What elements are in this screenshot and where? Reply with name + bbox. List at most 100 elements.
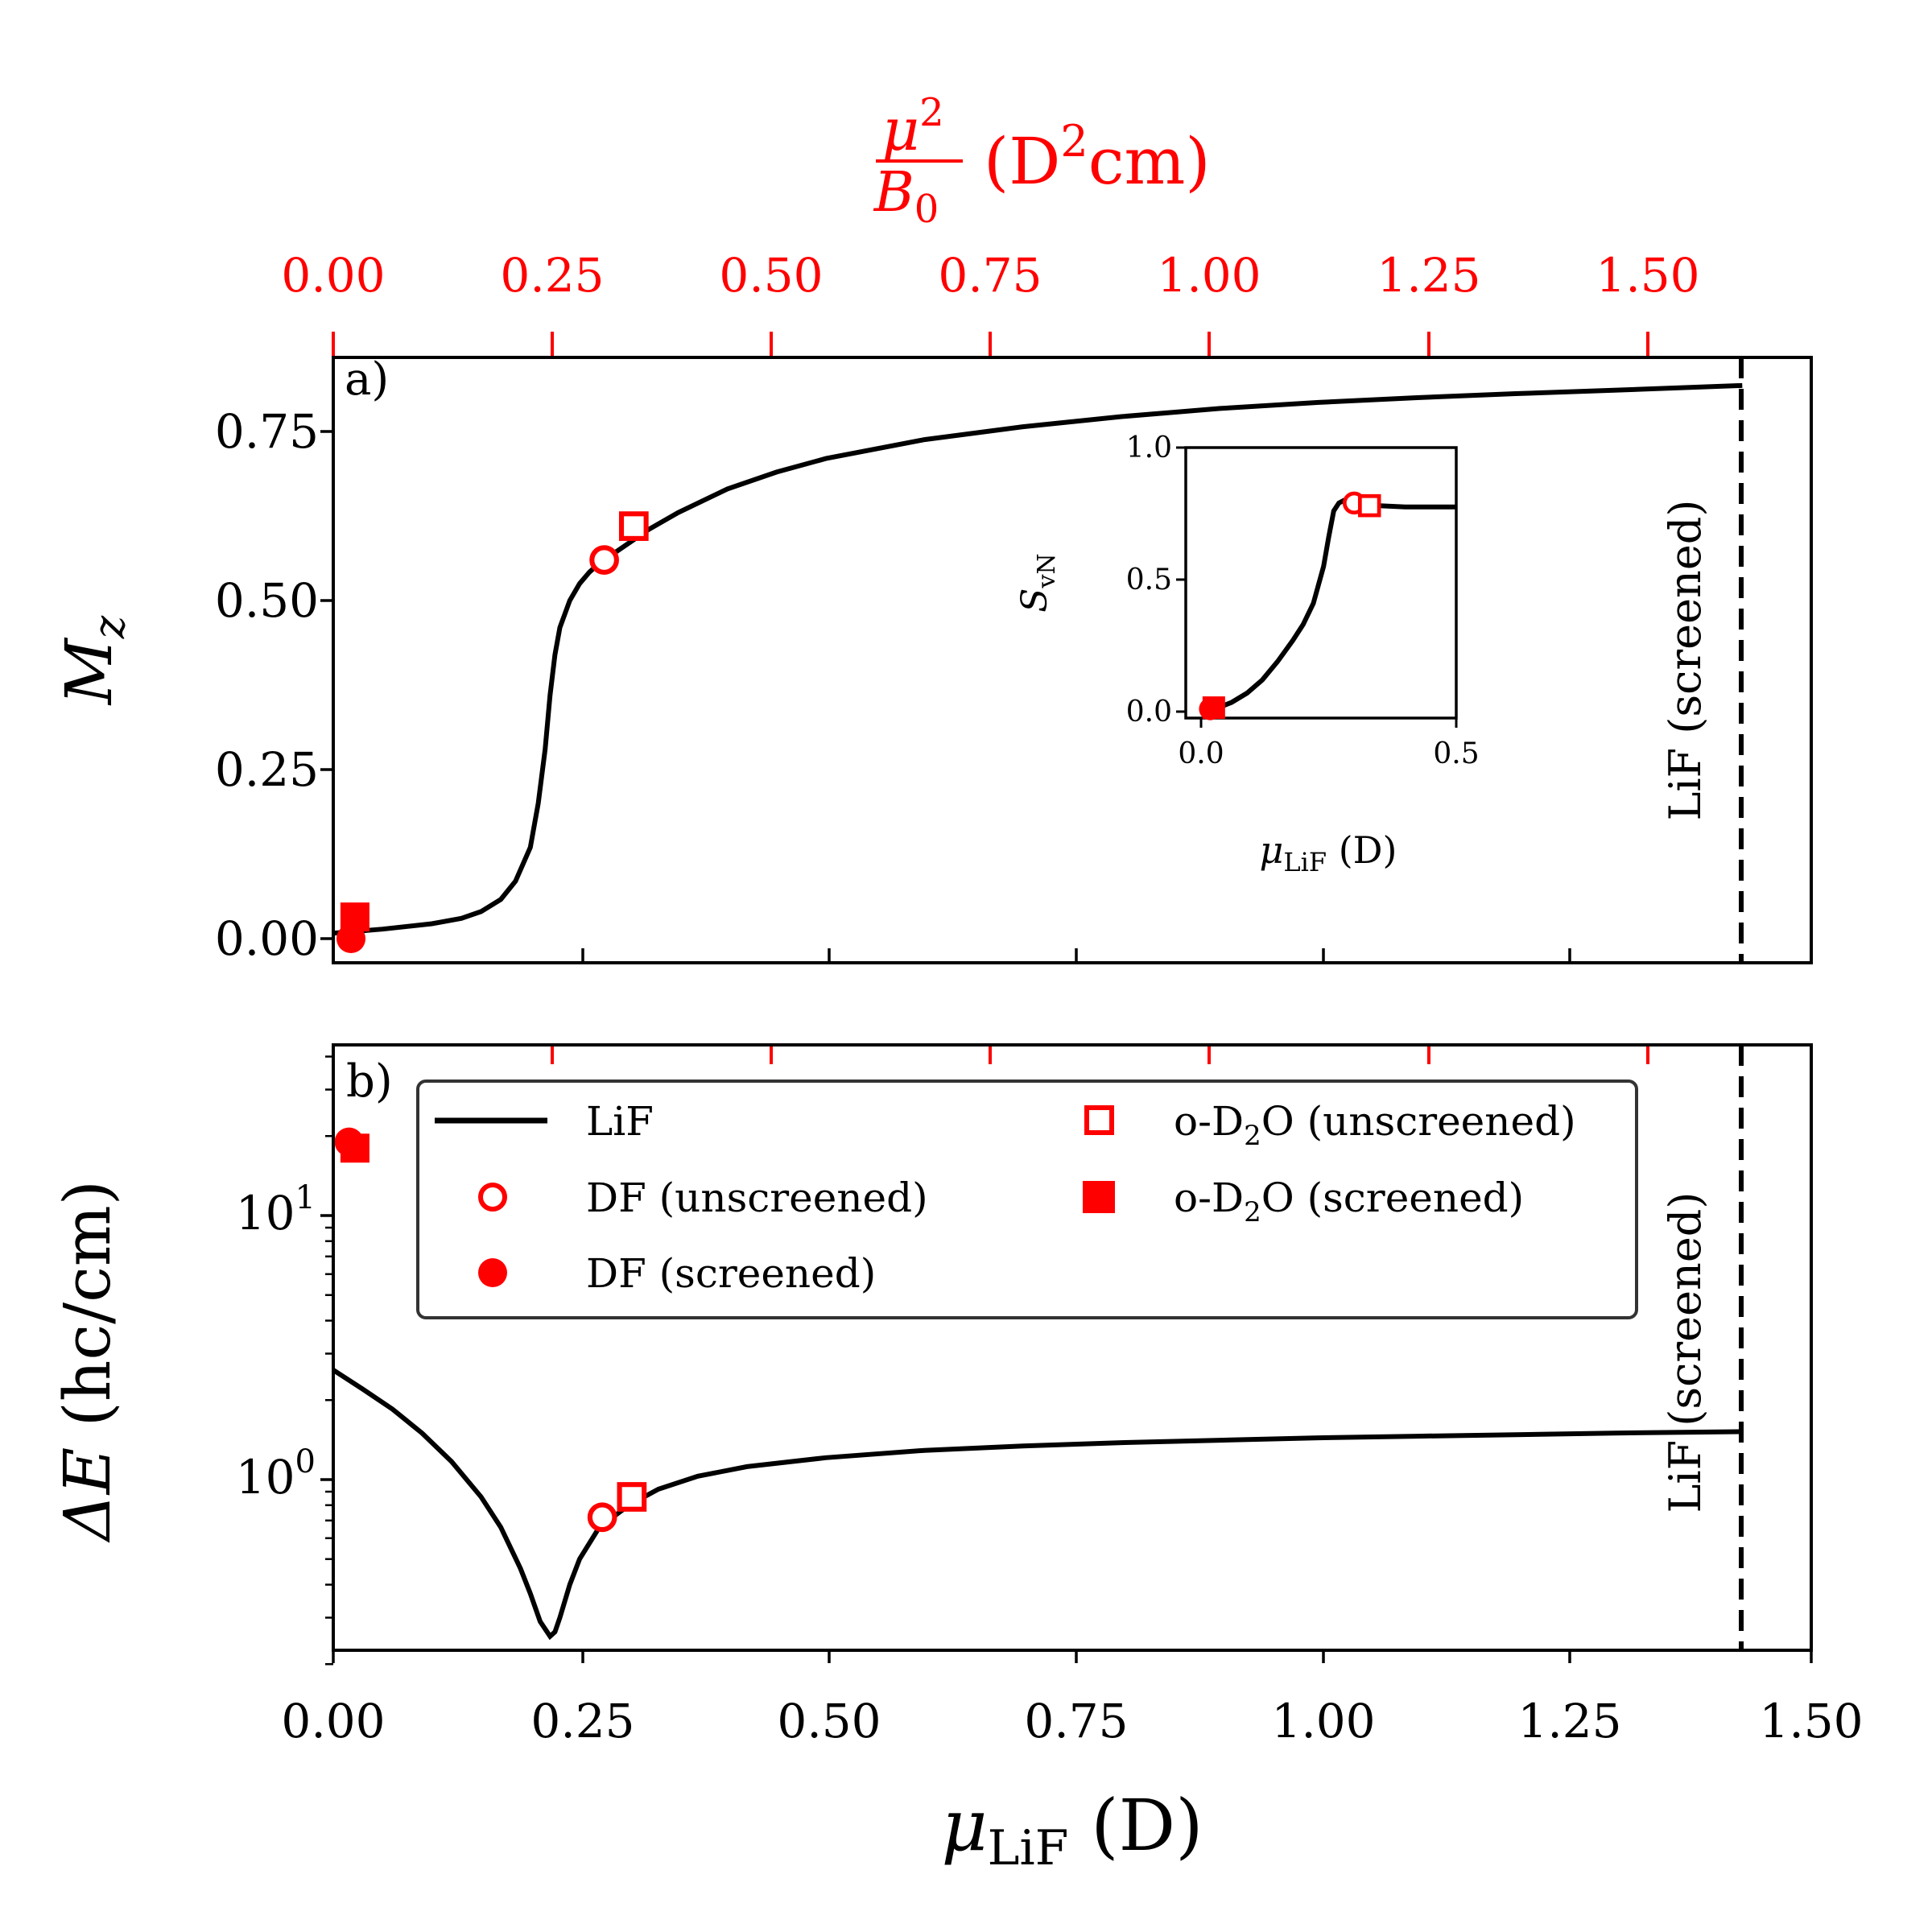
panel-a-frame [332, 356, 1813, 964]
inset-ylabel-sub: vN [1033, 553, 1061, 588]
marker-df-unscreened [587, 1502, 617, 1533]
panel-b-ytick-exp: 0 [295, 1443, 316, 1480]
x-axis-label: μLiF (D) [941, 1784, 1203, 1876]
panel-b: ΔE (hc/cm) 100 101 LiF (screened) b) LiF… [50, 1043, 1813, 1666]
legend-od2o-unscreened-sub: 2 [1244, 1120, 1261, 1152]
svg-text:μ2: μ2 [881, 90, 943, 163]
panel-b-ytick-marks [320, 1055, 333, 1666]
top-tick-label: 0.50 [719, 248, 823, 303]
panel-b-ytick-label: 100 [236, 1443, 316, 1505]
legend-df-screened-label: DF (screened) [586, 1250, 876, 1297]
legend-df-unscreened-label: DF (unscreened) [586, 1174, 928, 1221]
inset-xtick-label: 0.0 [1178, 737, 1224, 770]
inset-ylabel-main: S [1014, 588, 1055, 613]
legend: LiF DF (unscreened) DF (screened) o-D2O … [416, 1080, 1638, 1319]
panel-b-vline-label: LiF (screened) [1660, 1192, 1711, 1513]
legend-od2o-screened-b: O (screened) [1261, 1174, 1524, 1221]
panel-b-ylabel: ΔE (hc/cm) [50, 1180, 125, 1543]
x-axis-label-units: (D) [1068, 1784, 1203, 1867]
panel-a-letter: a) [345, 353, 389, 406]
top-label-units-close: cm) [1088, 124, 1211, 199]
panel-b-lif-curve [332, 1368, 1743, 1641]
panel-b-ytick-exp: 1 [295, 1179, 316, 1216]
top-label-den: B [873, 161, 914, 225]
marker-o-d2o-unscreened [1357, 493, 1381, 518]
panel-b-markers [334, 1127, 647, 1533]
marker-o-d2o-screened [340, 902, 369, 932]
bottom-axis: 0.00 0.25 0.50 0.75 1.00 1.25 1.50 μLiF … [281, 1650, 1864, 1876]
top-tick-label: 1.00 [1157, 248, 1261, 303]
panel-a-ylabel-main: M [52, 637, 126, 706]
svg-text:B0: B0 [873, 161, 939, 232]
x-axis-label-main: μ [941, 1784, 987, 1867]
top-label-units-sup: 2 [1060, 116, 1088, 167]
x-axis-label-sub: LiF [988, 1820, 1069, 1876]
bottom-xtick-label: 1.25 [1517, 1694, 1621, 1748]
inset-xtick-label: 0.5 [1433, 737, 1479, 770]
panel-b-ytick-label: 101 [236, 1179, 316, 1241]
panel-b-ytick-base: 10 [236, 1186, 295, 1241]
top-label-num: μ [881, 96, 919, 163]
bottom-xtick-label: 1.00 [1271, 1694, 1375, 1748]
inset: 0.0 0.5 1.0 0.0 0.5 SvN μLiF (D) [1014, 431, 1480, 877]
panel-a: 0.00 0.25 0.50 0.75 Mz a) LiF (screened) [52, 353, 1813, 966]
inset-xlabel-main: μ [1260, 828, 1284, 872]
panel-a-ytick-label: 0.00 [215, 911, 319, 966]
top-axis-ticks: 0.00 0.25 0.50 0.75 1.00 1.25 1.50 [281, 248, 1700, 1064]
bottom-xtick-label: 0.75 [1024, 1694, 1128, 1748]
top-tick-label: 0.75 [938, 248, 1042, 303]
inset-xlabel: μLiF (D) [1260, 828, 1397, 877]
legend-od2o-unscreened-label: o-D2O (unscreened) [1174, 1098, 1576, 1152]
legend-od2o-screened-marker [1083, 1181, 1115, 1213]
legend-od2o-unscreened-a: o-D [1174, 1098, 1244, 1145]
panel-a-markers [336, 511, 649, 953]
top-tick-label: 1.25 [1377, 248, 1480, 303]
inset-ylabel: SvN [1014, 553, 1061, 612]
inset-ytick-label: 0.0 [1126, 696, 1172, 729]
top-label-num-sup: 2 [919, 90, 944, 135]
top-tick-label: 0.25 [500, 248, 604, 303]
top-axis-label: μ2 B0 (D2cm) [873, 90, 1211, 232]
panel-b-letter: b) [346, 1055, 393, 1108]
panel-b-ytick-base: 10 [236, 1450, 295, 1505]
panel-a-ylabel: Mz [52, 615, 134, 706]
panel-a-ylabel-sub: z [84, 615, 134, 639]
legend-od2o-unscreened-marker [1084, 1105, 1114, 1135]
bottom-xtick-label: 0.00 [281, 1694, 385, 1748]
panel-a-ytick-label: 0.25 [215, 742, 319, 797]
panel-b-frame [332, 1043, 1813, 1652]
panel-a-ytick-labels: 0.00 0.25 0.50 0.75 [215, 404, 319, 966]
inset-markers [1199, 491, 1381, 720]
legend-lif-label: LiF [586, 1098, 654, 1145]
inset-ytick-label: 0.5 [1126, 564, 1172, 597]
legend-df-screened-marker [478, 1258, 507, 1287]
inset-xlabel-sub: LiF [1283, 847, 1327, 877]
panel-b-ylabel-units: (hc/cm) [50, 1180, 125, 1447]
inset-xlabel-units: (D) [1327, 828, 1397, 872]
bottom-xtick-label: 1.50 [1759, 1694, 1863, 1748]
legend-od2o-screened-sub: 2 [1244, 1196, 1261, 1228]
panel-a-ytick-label: 0.75 [215, 404, 319, 459]
panel-a-lif-curve [332, 382, 1743, 936]
panel-b-ylabel-main: ΔE [50, 1447, 125, 1543]
legend-od2o-screened-a: o-D [1174, 1174, 1244, 1221]
legend-df-unscreened-marker [478, 1183, 507, 1212]
top-label-den-sub: 0 [914, 187, 939, 232]
top-label-units-open: (D [984, 124, 1060, 199]
marker-o-d2o-unscreened [617, 1482, 647, 1512]
marker-o-d2o-unscreened [618, 511, 649, 541]
bottom-xtick-label: 0.50 [777, 1694, 881, 1748]
inset-ytick-label: 1.0 [1126, 431, 1172, 464]
panel-a-vline-label: LiF (screened) [1660, 500, 1711, 821]
legend-frame [416, 1080, 1638, 1319]
legend-od2o-screened-label: o-D2O (screened) [1174, 1174, 1524, 1228]
legend-od2o-unscreened-b: O (unscreened) [1261, 1098, 1576, 1145]
panel-a-ytick-label: 0.50 [215, 573, 319, 628]
top-tick-label: 1.50 [1596, 248, 1699, 303]
bottom-xtick-label: 0.25 [530, 1694, 634, 1748]
marker-df-unscreened [589, 545, 619, 575]
marker-o-d2o-screened [1202, 696, 1225, 720]
marker-o-d2o-screened [340, 1133, 369, 1163]
top-tick-label: 0.00 [281, 248, 385, 303]
